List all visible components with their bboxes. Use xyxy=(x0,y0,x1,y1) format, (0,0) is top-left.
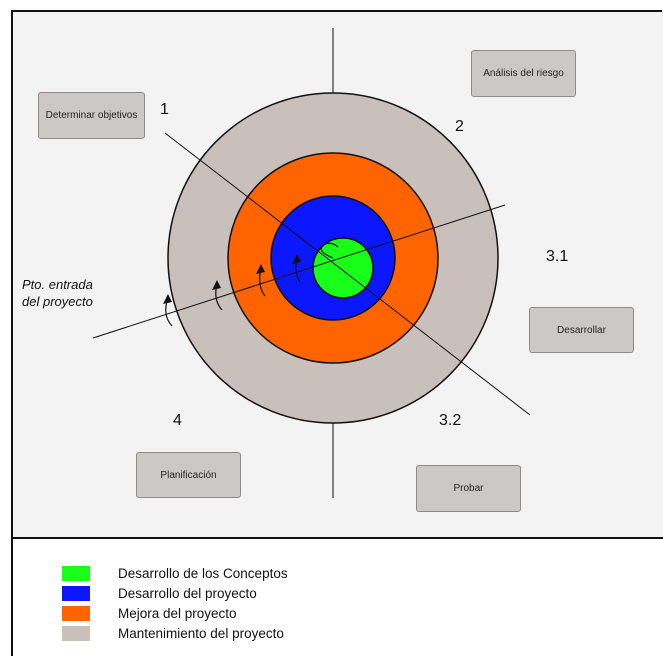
box-determinar-objetivos: Determinar objetivos xyxy=(38,92,145,139)
legend-label: Desarrollo del proyecto xyxy=(118,585,257,601)
entry-point-line-2: del proyecto xyxy=(22,294,93,309)
legend-swatch xyxy=(62,565,90,581)
quadrant-number-4: 4 xyxy=(173,412,182,429)
spiral-gap xyxy=(140,322,180,345)
box-probar: Probar xyxy=(416,465,521,512)
entry-point-label: Pto. entrada del proyecto xyxy=(22,276,93,310)
box-planificacion: Planificación xyxy=(136,452,241,498)
entry-point-line-1: Pto. entrada xyxy=(22,277,93,292)
arrowhead-4 xyxy=(292,254,301,264)
legend: Desarrollo de los Conceptos Desarrollo d… xyxy=(62,563,288,643)
legend-item: Desarrollo del proyecto xyxy=(62,583,288,603)
legend-label: Mantenimiento del proyecto xyxy=(118,625,284,641)
center-hook xyxy=(320,242,339,259)
legend-label: Mejora del proyecto xyxy=(118,605,237,621)
legend-label: Desarrollo de los Conceptos xyxy=(118,565,288,581)
box-desarrollar: Desarrollar xyxy=(529,307,634,353)
ring-conceptos xyxy=(312,237,374,299)
box-analisis-riesgo: Análisis del riesgo xyxy=(471,50,576,97)
arrowhead-2 xyxy=(212,280,221,290)
arrowhead-3 xyxy=(256,264,265,274)
legend-swatch xyxy=(62,605,90,621)
quadrant-number-3-1: 3.1 xyxy=(546,248,569,265)
legend-swatch xyxy=(62,625,90,641)
legend-item: Mantenimiento del proyecto xyxy=(62,623,288,643)
quadrant-number-1: 1 xyxy=(160,101,169,118)
legend-item: Desarrollo de los Conceptos xyxy=(62,563,288,583)
diagram-frame xyxy=(11,10,662,656)
diagonal-line-2 xyxy=(92,204,506,339)
quadrant-number-2: 2 xyxy=(455,118,464,135)
legend-divider xyxy=(11,537,663,539)
spiral-diagram xyxy=(92,28,531,498)
legend-item: Mejora del proyecto xyxy=(62,603,288,623)
quadrant-number-3-2: 3.2 xyxy=(439,412,462,429)
diagonal-line-1 xyxy=(164,132,531,416)
arrowhead-1 xyxy=(163,294,172,304)
legend-swatch xyxy=(62,585,90,601)
